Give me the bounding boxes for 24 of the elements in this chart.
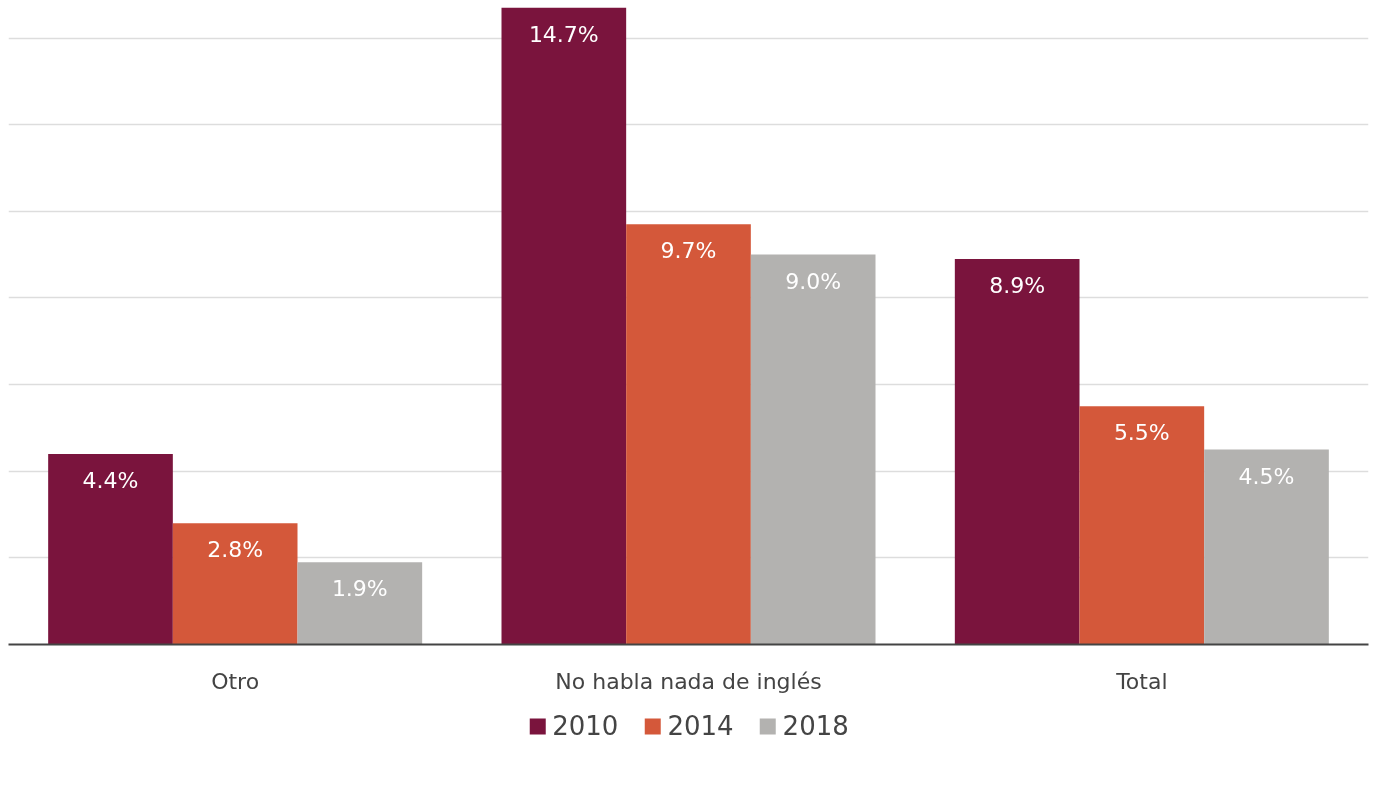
x-tick-label: No habla nada de inglés [555,668,822,694]
data-label: 5.5% [1113,420,1170,446]
data-label: 8.9% [989,272,1046,298]
bar [172,523,298,645]
data-label: 4.4% [82,467,139,493]
data-label: 14.7% [528,21,599,47]
bar [1079,406,1205,645]
x-tick-label: Total [1115,668,1168,694]
data-label: 2.8% [207,537,264,563]
x-tick-label: Otro [211,668,260,694]
bar [1204,449,1329,645]
data-label: 1.9% [331,576,388,602]
bar [750,254,876,645]
bar [626,224,751,645]
bar [954,258,1080,645]
legend-label: 2018 [782,711,849,741]
legend-label: 2014 [667,711,734,741]
data-label: 4.5% [1238,463,1295,489]
bar [297,562,423,645]
data-label: 9.7% [660,238,717,264]
bar [48,453,173,645]
data-label: 9.0% [785,268,842,294]
bar [501,7,627,645]
legend-label: 2010 [552,711,619,741]
